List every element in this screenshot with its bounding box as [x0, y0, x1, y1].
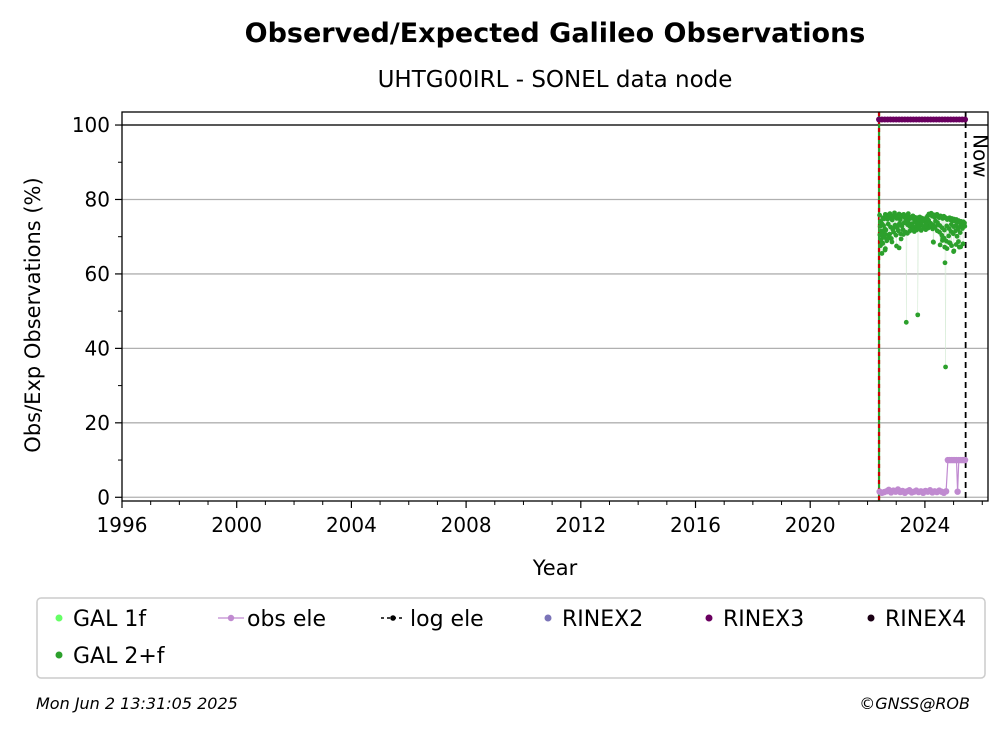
legend-label: RINEX2 [562, 607, 643, 632]
gal2f-point [951, 249, 956, 254]
legend-item-rinex4: RINEX4 [867, 607, 966, 632]
x-axis-label: Year [532, 556, 578, 580]
chart-title: Observed/Expected Galileo Observations [245, 18, 866, 49]
x-tick-label: 1996 [97, 513, 148, 537]
legend-box [36, 597, 986, 679]
legend-marker [867, 614, 875, 622]
y-tick-label: 60 [85, 262, 110, 286]
gal2f-point [932, 224, 938, 230]
legend-label: GAL 2+f [73, 644, 166, 669]
obs-ele-point [942, 488, 950, 495]
legend-item-rinex3: RINEX3 [705, 607, 804, 632]
obs-ele-point [961, 456, 969, 464]
gal2f-point [931, 239, 936, 245]
gal2f-point [954, 233, 960, 239]
y-axis-label: Obs/Exp Observations (%) [21, 177, 45, 452]
legend-marker [55, 614, 63, 622]
gal2f-point [887, 211, 893, 217]
legend-item-gal-2-f: GAL 2+f [55, 644, 166, 669]
gal2f-point [962, 223, 968, 229]
plot-frame [121, 111, 989, 502]
gal2f-point [944, 246, 950, 252]
gal2f-point [896, 245, 902, 251]
legend-label: obs ele [247, 607, 326, 632]
gal2f-point [889, 217, 895, 223]
obs-ele-point [954, 488, 961, 495]
x-tick-label: 2004 [326, 513, 377, 537]
gal2f-point [940, 235, 946, 241]
gal2f-thin-line [879, 212, 965, 368]
gal2f-point [889, 239, 895, 245]
gal2f-point [933, 218, 938, 224]
gal2f-point [943, 364, 948, 370]
now-label: Now [969, 134, 993, 178]
gal2f-point [942, 227, 947, 233]
gal2f-point [937, 242, 943, 248]
grid-lines [122, 124, 988, 498]
legend-item-rinex2: RINEX2 [544, 607, 643, 632]
gal2f-point [926, 217, 932, 223]
gal2f-point [880, 241, 886, 246]
chart-subtitle: UHTG00IRL - SONEL data node [378, 67, 733, 93]
legend-label: GAL 1f [73, 607, 147, 632]
x-tick-label: 2016 [670, 513, 721, 537]
gal2f-point [896, 222, 902, 228]
x-tick-label: 2008 [441, 513, 492, 537]
data-marks [876, 116, 969, 497]
rinex3-point [962, 116, 969, 123]
legend-label: RINEX3 [723, 607, 804, 632]
y-tick-label: 80 [85, 187, 110, 211]
footer-timestamp: Mon Jun 2 13:31:05 2025 [36, 694, 238, 713]
gal2f-point [935, 222, 941, 227]
gal2f-point [892, 210, 897, 216]
gal2f-point [887, 231, 893, 237]
legend-item-obs-ele: obs ele [218, 607, 326, 632]
gal2f-point [893, 232, 899, 238]
gal2f-point [956, 239, 961, 244]
gal2f-point [901, 232, 906, 237]
gal2f-point [942, 260, 948, 266]
legend-marker [544, 614, 552, 622]
x-tick-label: 2000 [211, 513, 262, 537]
y-axis-ticks: 0 20 40 60 80 100 [72, 113, 122, 509]
gal2f-point [879, 251, 885, 256]
legend-marker [705, 614, 713, 622]
legend-item-log-ele: log ele [381, 607, 484, 632]
legend-marker [390, 615, 396, 621]
gal2f-point [919, 219, 925, 225]
legend-label: log ele [410, 607, 484, 632]
gal2f-point [947, 240, 953, 246]
legend-label: RINEX4 [885, 607, 966, 632]
gal2f-point [915, 312, 921, 318]
gal2f-point [956, 244, 962, 250]
gal2f-point [884, 236, 890, 242]
gal2f-point [955, 226, 961, 232]
gal2f-point [923, 221, 929, 227]
x-tick-label: 2012 [555, 513, 606, 537]
legend-item-gal-1f: GAL 1f [55, 607, 147, 632]
gal2f-point [960, 241, 966, 247]
legend: GAL 1f obs ele log ele RINEX2 RINEX3 RINEX4 GA… [55, 607, 966, 669]
gal2f-point [910, 223, 915, 229]
gal2f-point [957, 230, 963, 236]
gal2f-point [877, 212, 883, 218]
gal2f-point [882, 246, 888, 252]
y-tick-label: 0 [97, 485, 110, 509]
legend-marker [227, 614, 235, 622]
x-tick-label: 2024 [899, 513, 950, 537]
gal2f-point [946, 233, 952, 239]
legend-marker [55, 651, 63, 659]
x-axis-ticks: 1996 2000 2004 2008 2012 2016 2020 2024 [97, 501, 983, 537]
y-tick-label: 20 [85, 411, 110, 435]
gal2f-point [928, 223, 934, 229]
y-tick-label: 40 [85, 336, 110, 360]
x-tick-label: 2020 [785, 513, 836, 537]
gal2f-point [903, 319, 909, 325]
footer-credit: ©GNSS@ROB [859, 694, 970, 713]
reference-lines [122, 112, 988, 501]
gal2f-point [898, 236, 904, 242]
gal2f-point [891, 224, 897, 230]
y-tick-label: 100 [72, 113, 110, 137]
